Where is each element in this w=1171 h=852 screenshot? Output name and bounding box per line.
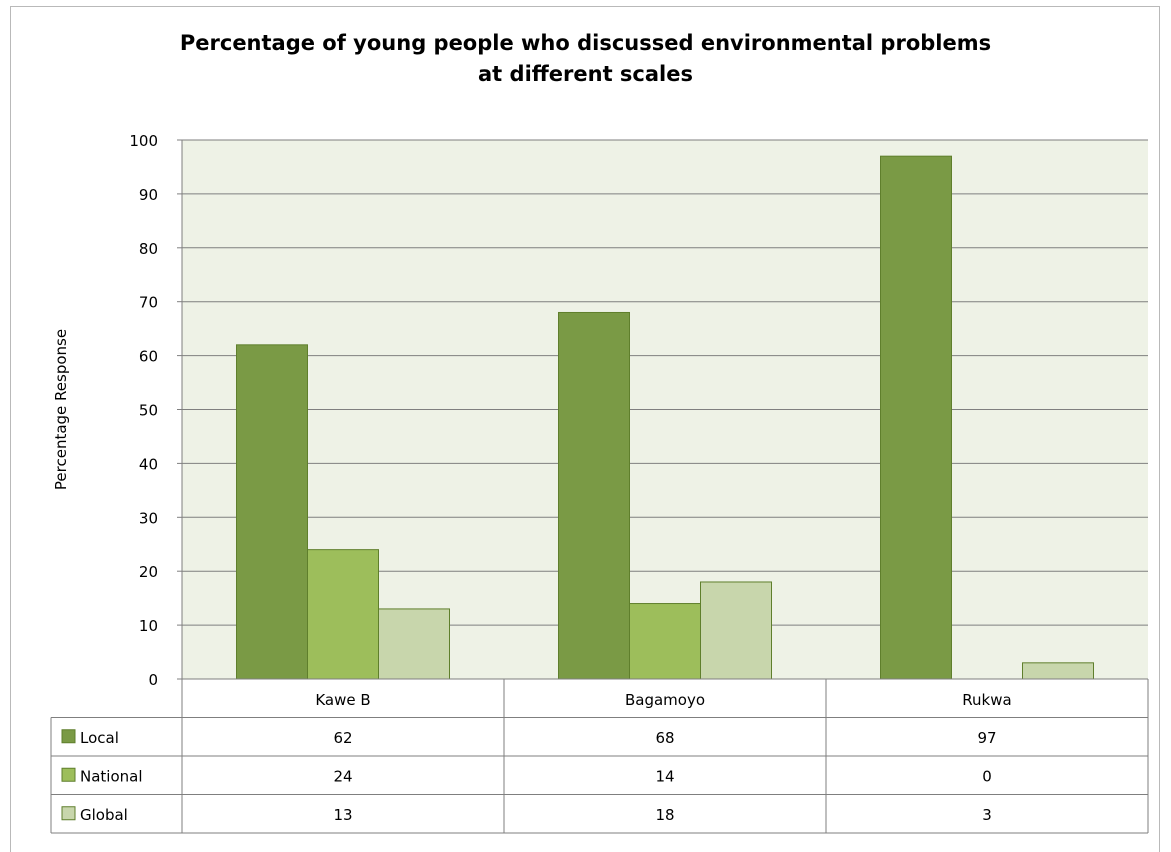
bar-local-bagamoyo xyxy=(558,311,630,680)
y-tick-label: 50 xyxy=(139,402,158,420)
data-table: Kawe B Bagamoyo Rukwa Local 62 68 97 National 24… xyxy=(50,678,1149,834)
legend-label-local: Local xyxy=(80,729,119,747)
chart-title: Percentage of young people who discussed… xyxy=(0,28,1171,90)
y-axis-label: Percentage Response xyxy=(52,329,70,490)
table-value: 18 xyxy=(655,806,674,824)
table-value: 62 xyxy=(333,729,352,747)
chart-title-line-1: Percentage of young people who discussed… xyxy=(179,31,992,55)
y-tick-label: 0 xyxy=(148,671,158,689)
bar-global-bagamoyo xyxy=(700,581,772,680)
table-value: 24 xyxy=(333,767,352,785)
y-axis-ticks: 0 10 20 30 40 50 60 70 80 90 100 xyxy=(129,132,183,689)
legend-swatch-national xyxy=(61,767,76,782)
y-tick-label: 60 xyxy=(139,348,158,366)
bars xyxy=(236,155,1094,680)
legend-label-national: National xyxy=(80,767,143,785)
category-label: Rukwa xyxy=(962,691,1011,709)
y-tick-label: 40 xyxy=(139,455,158,473)
y-tick-label: 10 xyxy=(139,617,158,635)
table-value: 68 xyxy=(655,729,674,747)
y-tick-label: 80 xyxy=(139,240,158,258)
y-tick-label: 100 xyxy=(129,132,158,150)
legend-swatch-global xyxy=(61,806,76,821)
bar-national-kawe-b xyxy=(307,549,379,680)
category-label: Kawe B xyxy=(315,691,370,709)
y-tick-label: 90 xyxy=(139,186,158,204)
y-tick-label: 30 xyxy=(139,509,158,527)
table-value: 14 xyxy=(655,767,674,785)
legend-label-global: Global xyxy=(80,806,128,824)
table-value: 97 xyxy=(977,729,996,747)
y-tick-label: 70 xyxy=(139,294,158,312)
y-tick-label: 20 xyxy=(139,563,158,581)
bar-local-kawe-b xyxy=(236,344,308,680)
bar-global-rukwa xyxy=(1022,662,1094,680)
chart-title-line-2: at different scales xyxy=(478,62,693,86)
category-label: Bagamoyo xyxy=(625,691,705,709)
table-value: 3 xyxy=(982,806,992,824)
bar-national-bagamoyo xyxy=(629,603,701,680)
bar-local-rukwa xyxy=(880,155,952,680)
table-value: 13 xyxy=(333,806,352,824)
table-value: 0 xyxy=(982,767,992,785)
legend-swatch-local xyxy=(61,729,76,744)
bar-global-kawe-b xyxy=(378,608,450,680)
